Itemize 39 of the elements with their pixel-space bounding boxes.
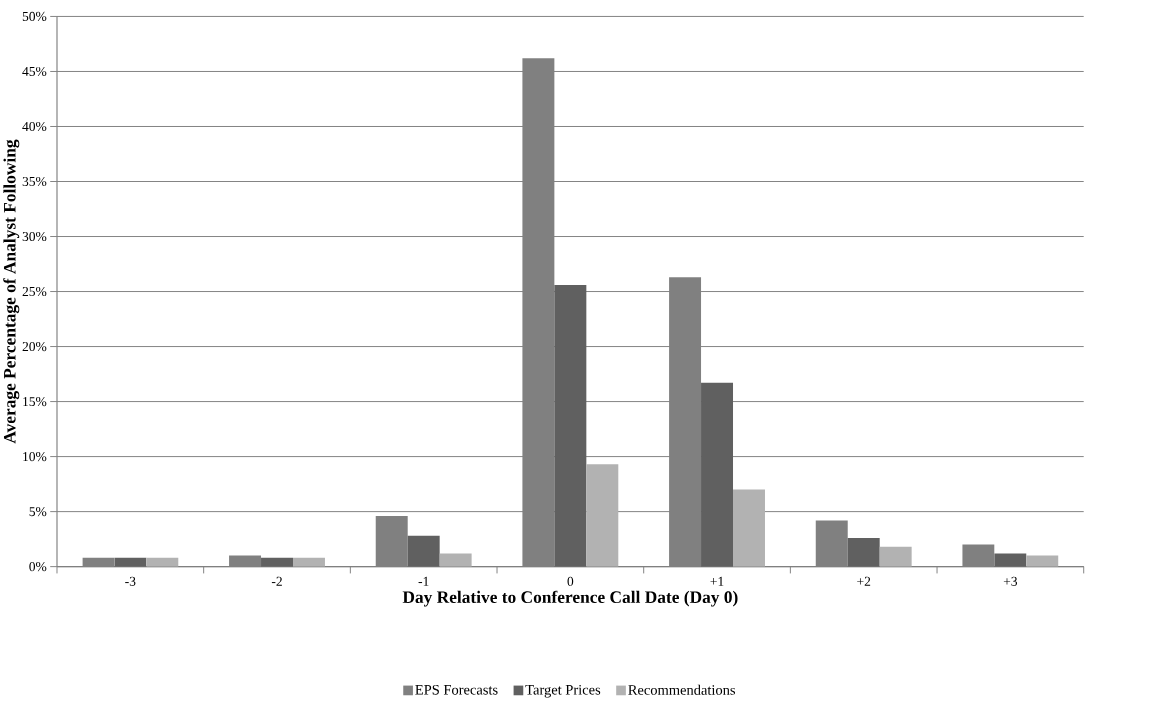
x-axis-title: Day Relative to Conference Call Date (Day 0) — [402, 590, 738, 607]
bar — [994, 553, 1027, 567]
y-tick-label: 15% — [23, 396, 47, 407]
bar — [407, 535, 440, 567]
y-tick-label: 25% — [22, 286, 47, 297]
legend-label: Recommendations — [628, 684, 736, 695]
bar — [229, 555, 262, 567]
y-axis-title: Average Percentage of Analyst Following — [3, 139, 20, 444]
legend-label: EPS Forecasts — [415, 684, 498, 695]
bar — [439, 553, 472, 567]
bar — [879, 546, 912, 567]
y-tick-label: 45% — [22, 66, 47, 77]
bar — [1026, 555, 1059, 567]
x-tick-label: -3 — [125, 576, 136, 586]
y-tick-label: 20% — [22, 341, 47, 352]
bar — [292, 557, 325, 567]
bar — [701, 382, 734, 567]
y-tick-label: 5% — [29, 506, 47, 517]
bar — [586, 464, 619, 567]
x-tick-label: -1 — [418, 576, 429, 586]
y-tick-label: 10% — [23, 451, 47, 462]
y-tick-label: 30% — [22, 231, 47, 242]
x-tick-label: -2 — [271, 576, 282, 586]
y-tick-label: 0% — [29, 562, 47, 572]
x-tick-label: +3 — [1003, 576, 1018, 586]
legend-label: Target Prices — [525, 684, 601, 698]
bar — [261, 557, 293, 567]
bar — [375, 515, 408, 567]
y-tick-label: 50% — [22, 11, 47, 21]
bar — [554, 284, 587, 567]
x-tick-label: +2 — [857, 576, 871, 586]
y-tick-label: 35% — [22, 176, 47, 187]
x-tick-label: +1 — [710, 576, 724, 586]
bar — [733, 489, 765, 567]
bar — [962, 544, 995, 567]
y-tick-label: 40% — [22, 121, 47, 132]
x-tick-label: 0 — [567, 576, 574, 586]
bar — [847, 537, 880, 567]
bar — [815, 520, 848, 567]
